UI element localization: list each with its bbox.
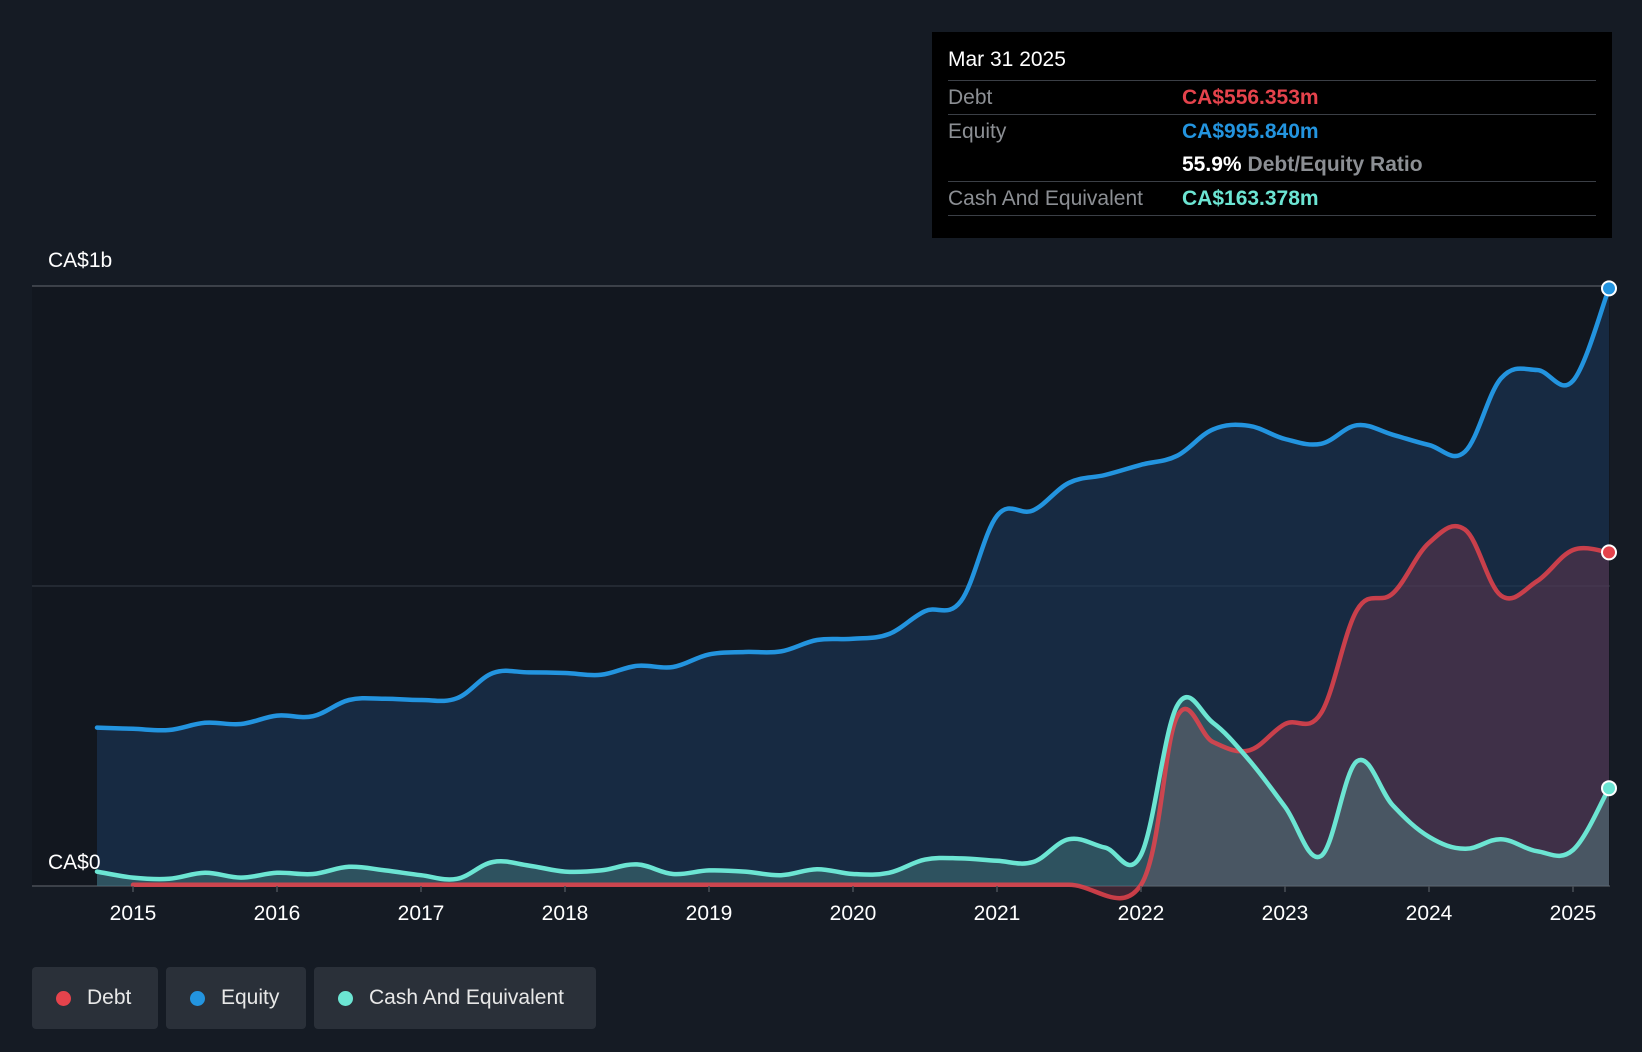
debt-endpoint-marker[interactable] (1601, 544, 1617, 561)
tooltip-cash-value: CA$163.378m (1182, 186, 1319, 210)
tooltip-equity-row: Equity CA$995.840m (948, 114, 1596, 148)
x-tick-label: 2019 (686, 902, 733, 925)
y-tick-label-bottom: CA$0 (48, 851, 101, 874)
legend-debt-dot-icon (56, 990, 71, 1006)
cash-and-equivalent-area (97, 697, 1609, 886)
y-tick-label-top: CA$1b (48, 249, 113, 272)
debt-area (133, 526, 1609, 899)
cash-and-equivalent-endpoint-marker[interactable] (1601, 780, 1617, 797)
x-tick-label: 2024 (1406, 902, 1453, 925)
x-tick-label: 2016 (254, 902, 301, 925)
legend-cash-dot-icon (338, 990, 353, 1006)
x-tick-label: 2018 (542, 902, 589, 925)
equity-endpoint-marker[interactable] (1601, 280, 1617, 297)
x-tick-label: 2023 (1262, 902, 1309, 925)
legend-cash-label: Cash And Equivalent (369, 986, 564, 1009)
x-tick-label: 2015 (110, 902, 157, 925)
x-tick-label: 2025 (1550, 902, 1597, 925)
legend-equity-button[interactable]: Equity (166, 967, 306, 1029)
tooltip-debt-row: Debt CA$556.353m (948, 80, 1596, 114)
debt-line (130, 523, 1612, 901)
cash-and-equivalent-line (94, 695, 1612, 882)
tooltip-ratio-label: Debt/Equity Ratio (1247, 152, 1423, 176)
legend-debt-label: Debt (87, 986, 132, 1009)
equity-line (94, 286, 1612, 733)
x-tick-label: 2017 (398, 902, 445, 925)
x-tick-label: 2021 (974, 902, 1021, 925)
tooltip-ratio-row: 55.9% Debt/Equity Ratio (948, 148, 1596, 181)
legend-debt-button[interactable]: Debt (32, 967, 158, 1029)
x-tick-label: 2022 (1118, 902, 1165, 925)
tooltip-panel: Mar 31 2025 Debt CA$556.353m Equity CA$9… (932, 32, 1612, 238)
tooltip-cash-row: Cash And Equivalent CA$163.378m (948, 181, 1596, 216)
tooltip-date: Mar 31 2025 (948, 48, 1066, 71)
tooltip-debt-label: Debt (948, 85, 993, 109)
legend-cash-button[interactable]: Cash And Equivalent (314, 967, 596, 1029)
legend-equity-label: Equity (221, 986, 280, 1009)
tooltip-debt-value: CA$556.353m (1182, 85, 1319, 109)
legend-equity-dot-icon (190, 990, 205, 1006)
tooltip-ratio-value: 55.9% (1182, 152, 1242, 176)
tooltip-equity-value: CA$995.840m (1182, 119, 1319, 143)
tooltip-cash-label: Cash And Equivalent (948, 186, 1143, 210)
tooltip-equity-label: Equity (948, 119, 1007, 143)
x-tick-label: 2020 (830, 902, 877, 925)
